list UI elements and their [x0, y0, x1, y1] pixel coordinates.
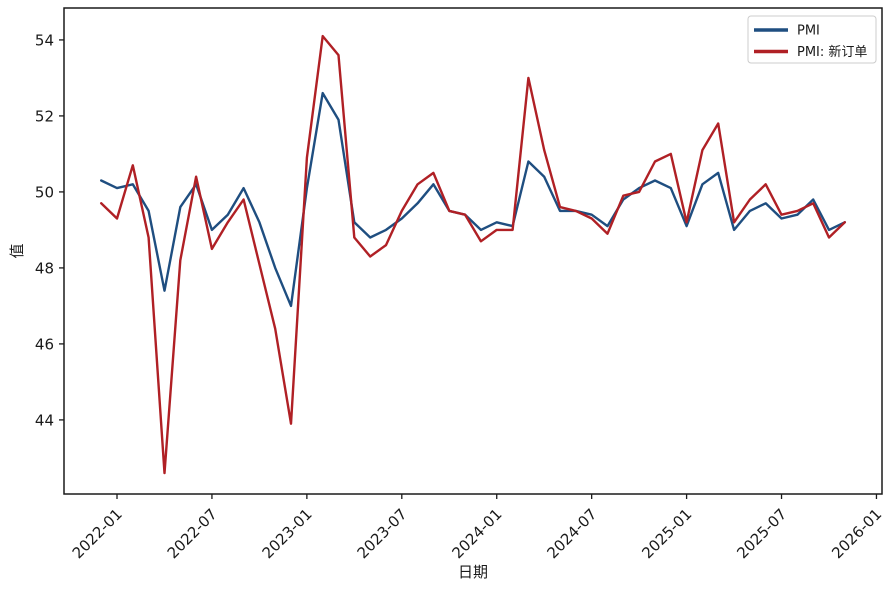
x-tick-label: 2022-07 [164, 505, 221, 562]
y-tick-label: 46 [35, 335, 54, 353]
x-tick-label: 2026-01 [828, 505, 885, 562]
x-tick-label: 2025-01 [638, 505, 695, 562]
y-tick-label: 54 [35, 31, 54, 49]
x-axis-title: 日期 [458, 563, 488, 581]
x-tick-label: 2023-07 [354, 505, 411, 562]
pmi-line [99, 91, 846, 308]
x-tick-label: 2024-07 [543, 505, 600, 562]
legend-box: PMI PMI: 新订单 [747, 15, 877, 64]
x-tick-label: 2024-01 [449, 505, 506, 562]
y-tick-label: 50 [35, 183, 54, 201]
plot-border [63, 7, 883, 495]
legend-label: PMI [797, 24, 820, 39]
y-axis-title: 值 [8, 243, 26, 258]
x-tick-label: 2025-07 [733, 505, 790, 562]
x-tick-label: 2022-01 [69, 505, 126, 562]
plot-area [64, 8, 882, 494]
x-tick-label: 2023-01 [259, 505, 316, 562]
pmi-new-orders-line [99, 34, 846, 475]
y-tick-label: 48 [35, 259, 54, 277]
y-tick-label: 44 [35, 411, 54, 429]
y-tick-label: 52 [35, 107, 54, 125]
legend-label: PMI: 新订单 [797, 44, 867, 60]
